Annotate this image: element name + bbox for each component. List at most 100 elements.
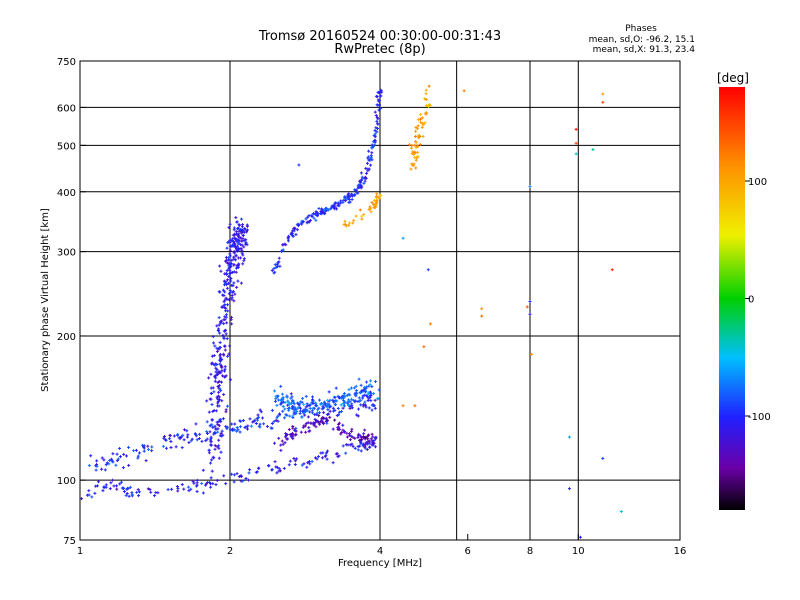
data-point: [330, 204, 334, 208]
data-point: [307, 214, 311, 218]
data-point: [93, 491, 97, 495]
data-point: [217, 316, 221, 320]
data-point: [217, 290, 221, 294]
data-point: [95, 459, 99, 463]
data-point: [111, 460, 115, 464]
data-point: [216, 422, 220, 426]
data-point: [215, 368, 219, 372]
data-point: [235, 429, 239, 433]
data-point: [212, 341, 216, 345]
data-point: [229, 378, 233, 382]
data-point: [210, 354, 214, 358]
chart-subtitle: RwPretec (8p): [334, 42, 425, 57]
data-point: [339, 432, 343, 436]
colorbar-label: [deg]: [717, 71, 749, 85]
data-point: [96, 480, 100, 484]
data-point: [189, 439, 193, 443]
data-point: [198, 432, 202, 436]
data-point: [354, 188, 358, 192]
data-point: [313, 401, 317, 405]
data-point: [215, 324, 219, 328]
data-point: [379, 94, 383, 98]
data-point: [189, 487, 193, 491]
data-point: [182, 487, 186, 491]
data-point: [428, 322, 432, 326]
data-point: [222, 352, 226, 356]
data-point: [321, 416, 325, 420]
y-tick-label: 400: [57, 188, 76, 199]
data-point: [343, 219, 347, 223]
data-point: [204, 439, 208, 443]
data-point: [274, 394, 278, 398]
data-point: [354, 214, 358, 218]
data-point: [218, 362, 222, 366]
x-tick-label: 2: [227, 546, 233, 557]
data-point: [232, 299, 236, 303]
data-point: [301, 220, 305, 224]
data-point: [319, 209, 323, 213]
data-point: [307, 426, 311, 430]
data-point: [347, 192, 351, 196]
data-point: [215, 478, 219, 482]
data-point: [362, 181, 366, 185]
data-point: [601, 100, 605, 104]
grid-lines: [80, 61, 680, 540]
data-point: [350, 197, 354, 201]
data-point: [323, 403, 327, 407]
data-point: [201, 491, 205, 495]
data-point: [313, 456, 317, 460]
data-point: [356, 435, 360, 439]
data-point: [317, 207, 321, 211]
data-point: [209, 485, 213, 489]
data-point: [174, 445, 178, 449]
data-point: [227, 267, 231, 271]
data-point: [240, 231, 244, 235]
data-point: [235, 237, 239, 241]
data-point: [353, 399, 357, 403]
data-point: [280, 392, 284, 396]
data-point: [224, 332, 228, 336]
data-point: [296, 406, 300, 410]
data-point: [375, 199, 379, 203]
data-point: [115, 487, 119, 491]
colorbar-tick-label: 0: [748, 295, 754, 306]
data-point: [150, 449, 154, 453]
data-point: [310, 214, 314, 218]
data-point: [332, 206, 336, 210]
data-point: [359, 186, 363, 190]
data-point: [166, 488, 170, 492]
data-point: [126, 486, 130, 490]
data-point: [217, 404, 221, 408]
data-point: [336, 406, 340, 410]
data-point: [89, 454, 93, 458]
data-point: [208, 430, 212, 434]
data-point: [118, 455, 122, 459]
data-point: [334, 399, 338, 403]
data-point: [304, 405, 308, 409]
data-point: [366, 155, 370, 159]
data-point: [372, 441, 376, 445]
data-point: [357, 183, 361, 187]
data-point: [217, 327, 221, 331]
data-point: [341, 402, 345, 406]
data-point: [427, 84, 431, 88]
data-point: [374, 196, 378, 200]
data-point: [209, 461, 213, 465]
data-point: [409, 146, 413, 150]
data-point: [215, 346, 219, 350]
data-point: [289, 392, 293, 396]
data-point: [375, 119, 379, 123]
data-point: [228, 289, 232, 293]
data-point: [215, 363, 219, 367]
data-point: [248, 468, 252, 472]
data-point: [283, 242, 287, 246]
data-point: [281, 243, 285, 247]
data-point: [213, 363, 217, 367]
data-point: [100, 456, 104, 460]
data-point: [230, 472, 234, 476]
data-point: [232, 281, 236, 285]
data-point: [274, 465, 278, 469]
data-point: [295, 401, 299, 405]
data-point: [87, 489, 91, 493]
data-point: [225, 404, 229, 408]
